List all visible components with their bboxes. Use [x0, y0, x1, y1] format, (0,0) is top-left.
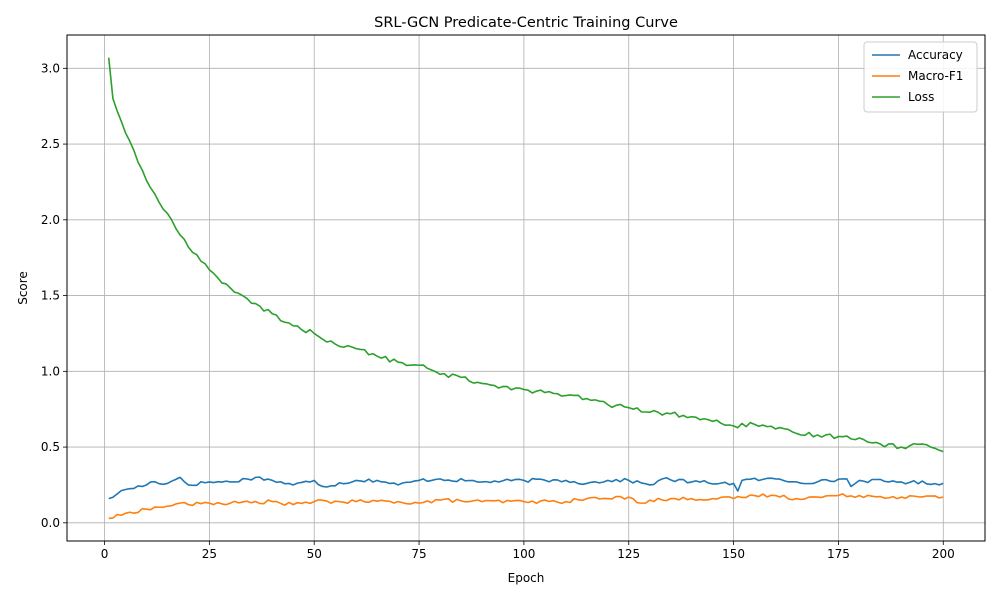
y-tick-label: 1.0 [41, 364, 60, 378]
series-lines [107, 57, 944, 520]
series-line-loss [107, 57, 944, 453]
chart-title: SRL-GCN Predicate-Centric Training Curve [374, 15, 678, 31]
x-tick-label: 50 [307, 547, 322, 561]
series-line-accuracy [108, 476, 944, 500]
legend-box [863, 41, 978, 113]
x-tick-label: 200 [932, 547, 955, 561]
grid-lines [67, 35, 985, 541]
y-tick-label: 1.5 [41, 289, 60, 303]
x-tick-label: 25 [202, 547, 217, 561]
y-tick-label: 3.0 [41, 61, 60, 75]
y-axis-label: Score [16, 271, 30, 305]
x-tick-label: 75 [411, 547, 426, 561]
x-tick-label: 125 [617, 547, 640, 561]
y-tick-label: 0.5 [41, 440, 60, 454]
y-tick-label: 2.0 [41, 213, 60, 227]
y-axis-ticks: 0.0 0.5 1.0 1.5 2.0 2.5 3.0 [41, 61, 67, 530]
x-tick-label: 0 [101, 547, 109, 561]
x-tick-label: 175 [827, 547, 850, 561]
x-tick-label: 150 [722, 547, 745, 561]
y-tick-label: 2.5 [41, 137, 60, 151]
x-tick-label: 100 [512, 547, 535, 561]
x-axis-ticks: 0 25 50 75 100 125 150 175 200 [101, 541, 955, 561]
y-tick-label: 0.0 [41, 516, 60, 530]
x-axis-label: Epoch [508, 571, 545, 585]
legend: Accuracy Macro-F1 Loss [863, 41, 978, 113]
plot-area-frame [66, 34, 986, 542]
legend-label: Loss [908, 90, 934, 104]
legend-label: Accuracy [908, 48, 963, 62]
series-line-macro-f1 [108, 493, 944, 520]
legend-label: Macro-F1 [908, 69, 963, 83]
